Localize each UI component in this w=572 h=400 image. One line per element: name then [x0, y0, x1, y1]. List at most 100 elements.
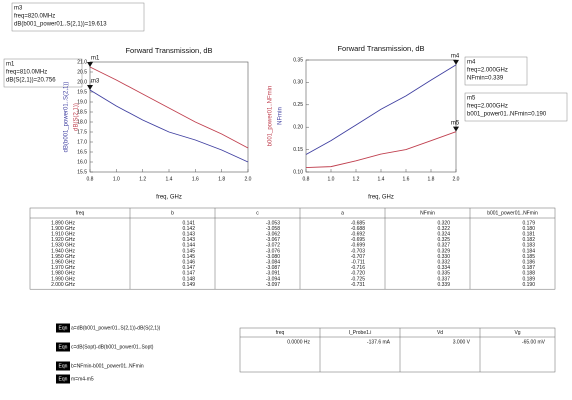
series-line — [305, 131, 457, 168]
y-tick-label: 19.5 — [77, 89, 87, 95]
marker-box — [3, 58, 83, 88]
table-cell: 0.320 — [437, 220, 450, 226]
table-cell: -3.084 — [266, 260, 280, 266]
marker — [87, 62, 93, 67]
marker — [87, 85, 93, 90]
marker-name: m3 — [14, 6, 23, 12]
table-cell: 0.180 — [522, 226, 535, 232]
marker-tag: m5 — [451, 120, 460, 126]
table-cell: 1.890 GHz — [51, 220, 75, 226]
table-cell: 0.190 — [522, 282, 535, 288]
dc-header: I_Probe1.i — [349, 330, 372, 336]
table-cell: -3.094 — [266, 276, 280, 282]
table-cell: 0.329 — [437, 248, 450, 254]
table-cell: 1.900 GHz — [51, 226, 75, 232]
table-cell: 0.149 — [182, 282, 195, 288]
table-cell: -3.062 — [266, 232, 280, 238]
table-header: NFmin — [420, 210, 435, 216]
table-cell: -0.695 — [351, 237, 365, 243]
table-cell: 0.143 — [182, 237, 195, 243]
marker-line: freq=2.000GHz — [467, 104, 508, 110]
table-cell: 0.186 — [522, 260, 535, 266]
table-cell: -0.688 — [351, 226, 365, 232]
series-line — [89, 89, 249, 163]
table-cell: 0.144 — [182, 243, 195, 249]
chart-title: Forward Transmission, dB — [337, 44, 424, 53]
y-tick-label: 0.10 — [293, 169, 303, 175]
table-frame — [29, 207, 556, 290]
table-cell: -0.707 — [351, 254, 365, 260]
table-cell: 0.146 — [182, 260, 195, 266]
legend-label: dB(b001_power01..S(2,1)) — [64, 82, 70, 153]
x-tick-label: 1.8 — [218, 176, 225, 182]
y-tick-label: 0.35 — [293, 57, 303, 63]
table-cell: -3.091 — [266, 271, 280, 277]
table-cell: 0.189 — [522, 276, 535, 282]
marker-name: m4 — [467, 60, 476, 66]
table-cell: 0.184 — [522, 248, 535, 254]
table-cell: 0.339 — [437, 282, 450, 288]
table-cell: -3.080 — [266, 254, 280, 260]
table-cell: 0.330 — [437, 254, 450, 260]
marker-box — [11, 2, 145, 32]
eqn-badge — [56, 323, 70, 333]
table-cell: 0.332 — [437, 260, 450, 266]
y-tick-label: 16.0 — [77, 159, 87, 165]
y-tick-label: 21.0 — [77, 59, 87, 65]
marker-line: b001_power01..NFmin=0.190 — [467, 112, 547, 118]
marker-line: freq=2.000GHz — [467, 68, 508, 74]
legend-label: b001_power01..NFmin — [268, 86, 274, 147]
table-header: c — [256, 210, 259, 216]
equation: c=dB(Sopt)-dB(b001_power01..Sopt) — [71, 344, 154, 350]
marker-box — [464, 92, 568, 122]
table-cell: -3.072 — [266, 243, 280, 249]
table-cell: 0.334 — [437, 265, 450, 271]
table-cell: 1.970 GHz — [51, 265, 75, 271]
y-tick-label: 0.15 — [293, 147, 303, 153]
marker-line: dB(b001_power01..S(2,1))=19.613 — [14, 22, 107, 28]
chart-title: Forward Transmission, dB — [125, 46, 212, 55]
y-tick-label: 18.5 — [77, 109, 87, 115]
table-cell: 0.183 — [522, 243, 535, 249]
series-line — [305, 64, 457, 155]
eqn-badge-label: Eqn — [59, 325, 68, 331]
table-cell: 2.000 GHz — [51, 282, 75, 288]
marker — [453, 126, 459, 132]
y-tick-label: 0.20 — [293, 125, 303, 131]
table-cell: 0.145 — [182, 248, 195, 254]
table-cell: 0.322 — [437, 226, 450, 232]
y-tick-label: 16.5 — [77, 149, 87, 155]
table-cell: 0.325 — [437, 237, 450, 243]
table-cell: 0.145 — [182, 254, 195, 260]
dc-cell: -65.00 mV — [522, 339, 546, 345]
marker-box — [464, 56, 528, 86]
dc-header: freq — [276, 330, 285, 336]
y-tick-label: 20.0 — [77, 79, 87, 85]
x-tick-label: 1.8 — [428, 176, 435, 182]
x-tick-label: 1.0 — [328, 176, 335, 182]
dc-cell: 0.0000 Hz — [287, 339, 310, 345]
table-cell: 0.147 — [182, 265, 195, 271]
table-cell: -0.731 — [351, 282, 365, 288]
dc-cell: 3.000 V — [453, 339, 471, 345]
marker-line: NFmin=0.339 — [467, 76, 504, 82]
legend-label: dB(S(2,1)) — [74, 103, 80, 131]
table-cell: 0.335 — [437, 271, 450, 277]
dc-header: Vd — [437, 330, 443, 336]
equation: a=dB(b001_power01..S(2,1))-dB(S(2,1)) — [71, 325, 161, 331]
table-cell: -3.087 — [266, 265, 280, 271]
marker-line: freq=810.0MHz — [6, 70, 47, 76]
x-tick-label: 2.0 — [453, 176, 460, 182]
table-cell: 0.187 — [522, 265, 535, 271]
y-tick-label: 0.25 — [293, 102, 303, 108]
table-cell: -3.076 — [266, 248, 280, 254]
table-cell: -0.725 — [351, 276, 365, 282]
marker-name: m5 — [467, 96, 476, 102]
table-cell: 0.182 — [522, 237, 535, 243]
table-cell: -0.699 — [351, 243, 365, 249]
table-cell: -3.067 — [266, 237, 280, 243]
marker-line: dB(S(2,1))=20.756 — [6, 78, 56, 84]
dc-header: Vg — [514, 330, 520, 336]
